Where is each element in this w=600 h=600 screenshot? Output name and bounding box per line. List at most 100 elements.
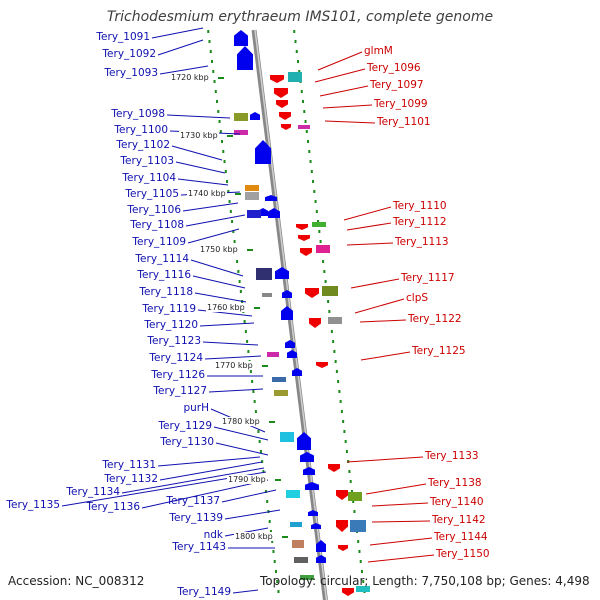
gene-label-left: Tery_1126 (151, 369, 205, 381)
gene-label-line-left (221, 489, 277, 503)
gene-label-line-right (371, 502, 429, 507)
reverse-gene-arrow (279, 112, 291, 120)
gene-block (234, 130, 248, 135)
ruler-label: 1720 kbp (170, 73, 210, 82)
gene-label-left: Tery_1103 (120, 155, 174, 167)
gene-block (356, 586, 370, 592)
tick-mark-right (340, 410, 343, 413)
forward-gene-arrow (250, 112, 260, 120)
tick-mark-left (233, 240, 236, 243)
gene-label-line-left (159, 461, 263, 481)
forward-gene-arrow (300, 452, 314, 462)
gene-block (256, 268, 272, 280)
tick-mark-right (314, 200, 317, 203)
gene-label-left: Tery_1105 (125, 188, 179, 200)
tick-mark-left (226, 180, 229, 183)
tick-mark-right (304, 120, 307, 123)
tick-mark-right (338, 390, 341, 393)
ruler-tick (269, 421, 275, 423)
reverse-gene-arrow (298, 235, 310, 241)
gene-label-right: Tery_1125 (412, 345, 466, 357)
ruler-tick (254, 307, 260, 309)
gene-block (298, 125, 310, 129)
ruler-label: 1740 kbp (187, 189, 227, 198)
gene-label-line-left (213, 426, 269, 441)
tick-mark-left (273, 560, 276, 563)
tick-mark-left (214, 90, 217, 93)
tick-mark-right (327, 300, 330, 303)
tick-mark-left (232, 230, 235, 233)
gene-label-right: Tery_1113 (395, 236, 449, 248)
gene-label-left: Tery_1102 (116, 139, 170, 151)
gene-label-line-right (346, 242, 394, 246)
ruler-label: 1750 kbp (199, 245, 239, 254)
gene-label-line-left (171, 145, 223, 161)
tick-mark-left (217, 110, 220, 113)
tick-mark-left (236, 260, 239, 263)
gene-block (280, 432, 294, 442)
tick-mark-left (258, 440, 261, 443)
tick-mark-right (315, 210, 318, 213)
gene-label-left: Tery_1118 (139, 286, 193, 298)
tick-mark-left (266, 500, 269, 503)
gene-label-line-left (192, 275, 246, 289)
gene-block (350, 520, 366, 532)
reverse-gene-arrow (336, 490, 348, 500)
tick-mark-right (345, 450, 348, 453)
tick-mark-right (334, 360, 337, 363)
tick-mark-right (360, 570, 363, 573)
tick-mark-left (208, 40, 211, 43)
topology-label: Topology: circular; Length: 7,750,108 bp… (260, 574, 590, 588)
tick-mark-right (339, 400, 342, 403)
tick-mark-left (269, 530, 272, 533)
tick-mark-left (243, 320, 246, 323)
ruler-tick (262, 365, 268, 367)
gene-label-line-left (232, 589, 259, 594)
tick-mark-left (227, 190, 230, 193)
tick-mark-right (318, 230, 321, 233)
gene-label-left: Tery_1104 (122, 172, 176, 184)
gene-label-line-right (322, 104, 373, 109)
forward-gene-arrow (308, 510, 318, 516)
ruler-label: 1730 kbp (179, 131, 219, 140)
gene-label-left: Tery_1132 (104, 473, 158, 485)
forward-gene-arrow (287, 350, 297, 358)
gene-label-line-right (317, 51, 363, 71)
gene-label-left: Tery_1106 (127, 204, 181, 216)
gene-label-line-right (346, 456, 424, 463)
gene-label-right: Tery_1101 (377, 116, 431, 128)
gene-label-right: Tery_1122 (408, 313, 462, 325)
gene-label-right: clpS (406, 292, 429, 304)
tick-mark-right (300, 90, 303, 93)
tick-mark-right (342, 420, 345, 423)
tick-mark-right (310, 170, 313, 173)
tick-mark-right (330, 330, 333, 333)
tick-mark-left (252, 390, 255, 393)
tick-mark-left (261, 460, 264, 463)
gene-label-left: Tery_1136 (86, 501, 140, 513)
gene-block (328, 317, 342, 324)
tick-mark-right (298, 70, 301, 73)
tick-mark-left (249, 370, 252, 373)
gene-label-right: Tery_1117 (401, 272, 455, 284)
ruler-label: 1800 kbp (234, 532, 274, 541)
ruler-tick (235, 193, 241, 195)
forward-gene-arrow (237, 46, 253, 70)
gene-label-right: Tery_1133 (425, 450, 479, 462)
gene-label-right: Tery_1097 (370, 79, 424, 91)
reverse-gene-arrow (342, 588, 354, 596)
gene-label-line-left (187, 228, 240, 244)
gene-label-right: Tery_1138 (428, 477, 482, 489)
tick-mark-left (246, 340, 249, 343)
tick-mark-right (307, 140, 310, 143)
tick-mark-right (328, 310, 331, 313)
gene-block (272, 377, 286, 382)
tick-mark-left (229, 210, 232, 213)
tick-mark-left (238, 280, 241, 283)
tick-mark-right (358, 550, 361, 553)
gene-block (300, 575, 314, 580)
tick-mark-left (253, 400, 256, 403)
tick-mark-right (353, 510, 356, 513)
ruler-label: 1790 kbp (227, 475, 267, 484)
tick-mark-right (313, 190, 316, 193)
